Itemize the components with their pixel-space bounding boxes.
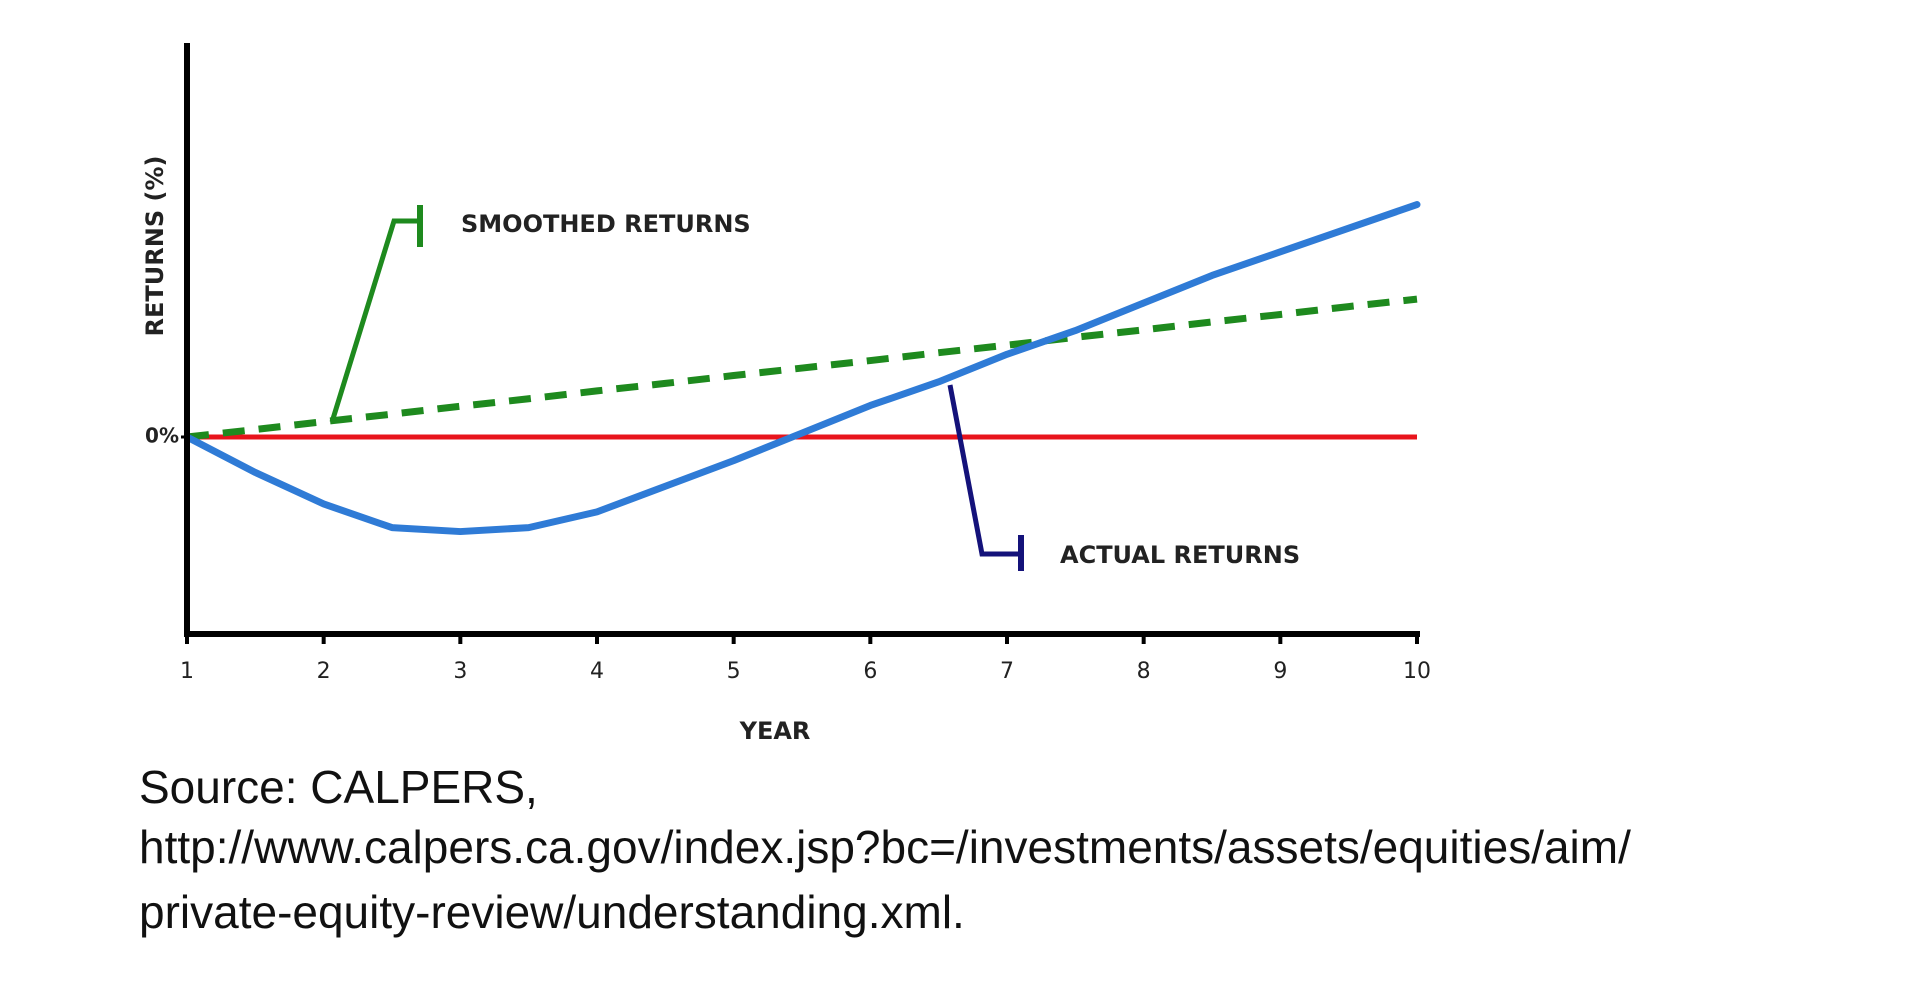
source-text: Source: CALPERS, <box>139 761 538 813</box>
series-line <box>183 201 1421 536</box>
x-tick-label: 5 <box>727 659 741 684</box>
series-line <box>186 295 1418 441</box>
y-tick-label: 0% <box>145 424 179 448</box>
annotation: SMOOTHED RETURNS <box>461 210 751 238</box>
x-tick-label: 4 <box>590 659 604 684</box>
x-tick-label: 3 <box>453 659 467 684</box>
annotation: ACTUAL RETURNS <box>1060 541 1300 569</box>
annotation-pointer <box>329 218 418 423</box>
x-tick-label: 9 <box>1273 659 1287 684</box>
source-text: private-equity-review/understanding.xml. <box>139 886 965 938</box>
y-axis-label: RETURNS (%) <box>141 156 169 337</box>
x-axis-label: YEAR <box>739 717 811 745</box>
x-tick-label: 2 <box>317 659 331 684</box>
x-tick-label: 1 <box>180 659 194 684</box>
source-text: http://www.calpers.ca.gov/index.jsp?bc=/… <box>139 821 1631 873</box>
x-tick-label: 6 <box>863 659 877 684</box>
x-tick-label: 8 <box>1137 659 1151 684</box>
x-tick-label: 10 <box>1403 659 1431 684</box>
annotation-pointer <box>947 384 1019 557</box>
x-tick-label: 7 <box>1000 659 1014 684</box>
